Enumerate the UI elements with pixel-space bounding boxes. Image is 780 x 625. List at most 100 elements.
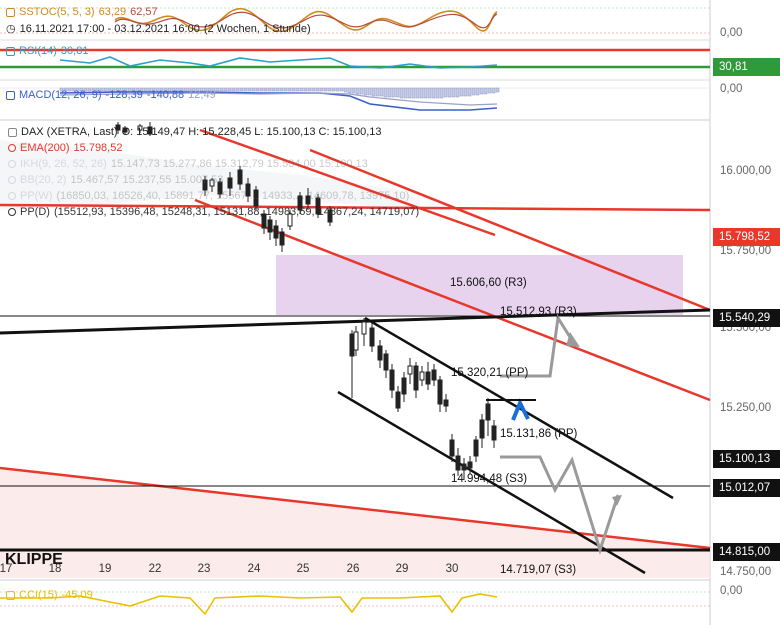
macd-bar <box>111 87 116 92</box>
macd-bar <box>131 87 136 92</box>
candle-body <box>369 327 375 347</box>
macd-bar <box>387 87 392 98</box>
legend-swatch-icon <box>8 176 16 184</box>
legend-row[interactable]: BB(20, 2) 15.467,57 15.237,55 15.007,53 <box>8 174 223 186</box>
macd-bar <box>287 87 292 92</box>
main-title-row[interactable]: DAX (XETRA, Last) O: 15.149,47 H: 15.228… <box>8 126 382 138</box>
sstoc-value-1: 63,29 <box>98 6 127 18</box>
sstoc-label[interactable]: SSTOC(5, 5, 3) 63,29 62,57 <box>6 6 158 18</box>
macd-bar <box>271 87 276 92</box>
macd-bar <box>247 87 252 92</box>
cci-label[interactable]: CCI(15) -45,09 <box>6 589 93 601</box>
macd-bar <box>475 87 480 96</box>
macd-bar <box>219 87 224 92</box>
macd-label[interactable]: MACD(12, 26, 9) -128,39 -140,88 12,49 <box>6 89 216 101</box>
legend-name: PP(W) <box>20 190 53 202</box>
macd-bar <box>383 87 388 98</box>
legend-row[interactable]: IKH(9, 26, 52, 26) 15.147,73 15.277,86 15… <box>8 158 368 170</box>
macd-bar <box>75 87 80 92</box>
macd-bar <box>407 87 412 99</box>
clock-icon: ◷ <box>6 23 16 35</box>
macd-bar <box>159 87 164 92</box>
rsi-value: 30,81 <box>60 45 89 57</box>
rsi-label[interactable]: RSI(14) 30,81 <box>6 45 88 57</box>
candle-body <box>449 439 455 457</box>
candle-body <box>209 179 215 187</box>
legend-swatch-icon <box>8 144 16 152</box>
macd-bar <box>95 87 100 92</box>
macd-bar <box>391 87 396 98</box>
downtrend-red-3 <box>0 466 711 550</box>
candle-body <box>377 345 383 361</box>
x-tick-4: 23 <box>197 563 211 575</box>
candle-body <box>327 209 333 223</box>
candle-body <box>287 213 293 227</box>
red-upper-channel <box>309 148 711 312</box>
legend-row[interactable]: PP(D) (15512,93, 15396,48, 15248,31, 1513… <box>8 206 419 218</box>
candle-body <box>349 333 355 357</box>
y-tick-1: 15.750,00 <box>720 245 772 257</box>
period-label: ◷ 16.11.2021 17:00 - 03.12.2021 16:00 (2… <box>6 22 311 36</box>
macd-bar <box>395 87 400 98</box>
level-label-s3a: 14.994,48 (S3) <box>451 473 528 485</box>
macd-bar <box>295 87 300 92</box>
macd-bar <box>463 87 468 97</box>
macd-bar <box>155 87 160 92</box>
legend-name: PP(D) <box>20 206 50 218</box>
macd-bar <box>367 87 372 96</box>
x-tick-1: 18 <box>48 563 62 575</box>
macd-bar <box>171 87 176 92</box>
macd-bar <box>71 87 76 92</box>
legend-name: IKH(9, 26, 52, 26) <box>20 158 107 170</box>
macd-bar <box>311 87 316 92</box>
macd-axis-label: 0,00 <box>720 83 743 95</box>
macd-bar <box>371 87 376 97</box>
macd-bar <box>195 87 200 92</box>
candle-body <box>279 231 285 246</box>
legend-row[interactable]: EMA(200) 15.798,52 <box>8 142 122 154</box>
sstoc-legend-icon <box>6 7 15 17</box>
legend-row[interactable]: PP(W) (16850,03, 16526,40, 15891,77, 1556… <box>8 190 409 202</box>
candle-body <box>353 331 359 351</box>
candle-body <box>267 219 273 233</box>
macd-bar <box>187 87 192 92</box>
level-label-pp2: 15.131,86 (PP) <box>500 428 578 440</box>
macd-bar <box>235 87 240 92</box>
candle-body <box>253 189 259 207</box>
macd-bar <box>115 87 120 92</box>
candle-body <box>419 371 425 381</box>
macd-histogram <box>59 87 500 99</box>
sstoc-name: SSTOC(5, 5, 3) <box>19 6 95 18</box>
legend-value: (15512,93, 15396,48, 15248,31, 15131,88,… <box>53 206 420 218</box>
macd-bar <box>91 87 96 92</box>
rsi-name: RSI(14) <box>19 45 57 57</box>
price-tag-15100: 15.100,13 <box>713 450 780 468</box>
y-tick-4: 14.750,00 <box>720 566 772 578</box>
macd-bar <box>347 87 352 94</box>
macd-bar <box>267 87 272 92</box>
macd-bar <box>163 87 168 92</box>
candle-body <box>202 179 208 191</box>
candle-body <box>273 225 279 239</box>
macd-bar <box>335 87 340 92</box>
x-tick-5: 24 <box>247 563 261 575</box>
candle-body <box>147 126 153 135</box>
macd-bar <box>307 87 312 92</box>
candle-body <box>467 461 473 469</box>
macd-bar <box>183 87 188 92</box>
projection-path-2 <box>500 455 620 555</box>
macd-bar <box>151 87 156 92</box>
x-tick-6: 25 <box>296 563 310 575</box>
x-tick-7: 26 <box>346 563 360 575</box>
candle-body <box>315 197 321 215</box>
macd-bar <box>67 87 72 92</box>
ikh-cloud <box>0 140 420 210</box>
legend-value: 15.467,57 15.237,55 15.007,53 <box>70 174 224 186</box>
macd-bar <box>231 87 236 92</box>
legend-swatch-icon <box>8 208 16 216</box>
candle-body <box>297 195 303 211</box>
macd-bar <box>283 87 288 92</box>
candle-body <box>425 371 431 385</box>
legend-swatch-icon <box>8 160 16 168</box>
